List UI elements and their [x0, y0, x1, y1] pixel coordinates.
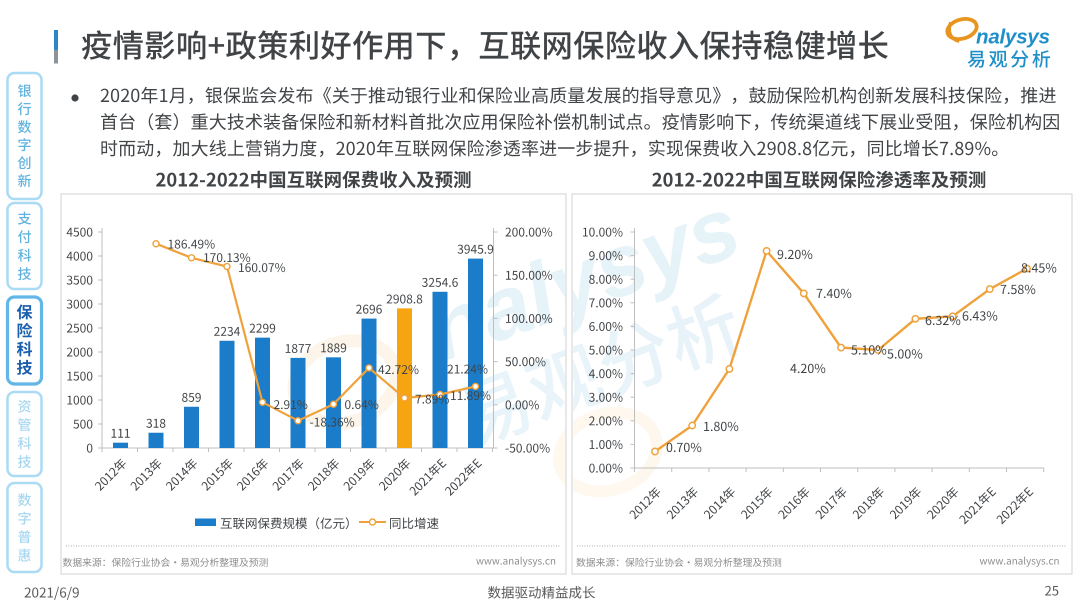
svg-text:nalysys: nalysys [976, 26, 1050, 49]
